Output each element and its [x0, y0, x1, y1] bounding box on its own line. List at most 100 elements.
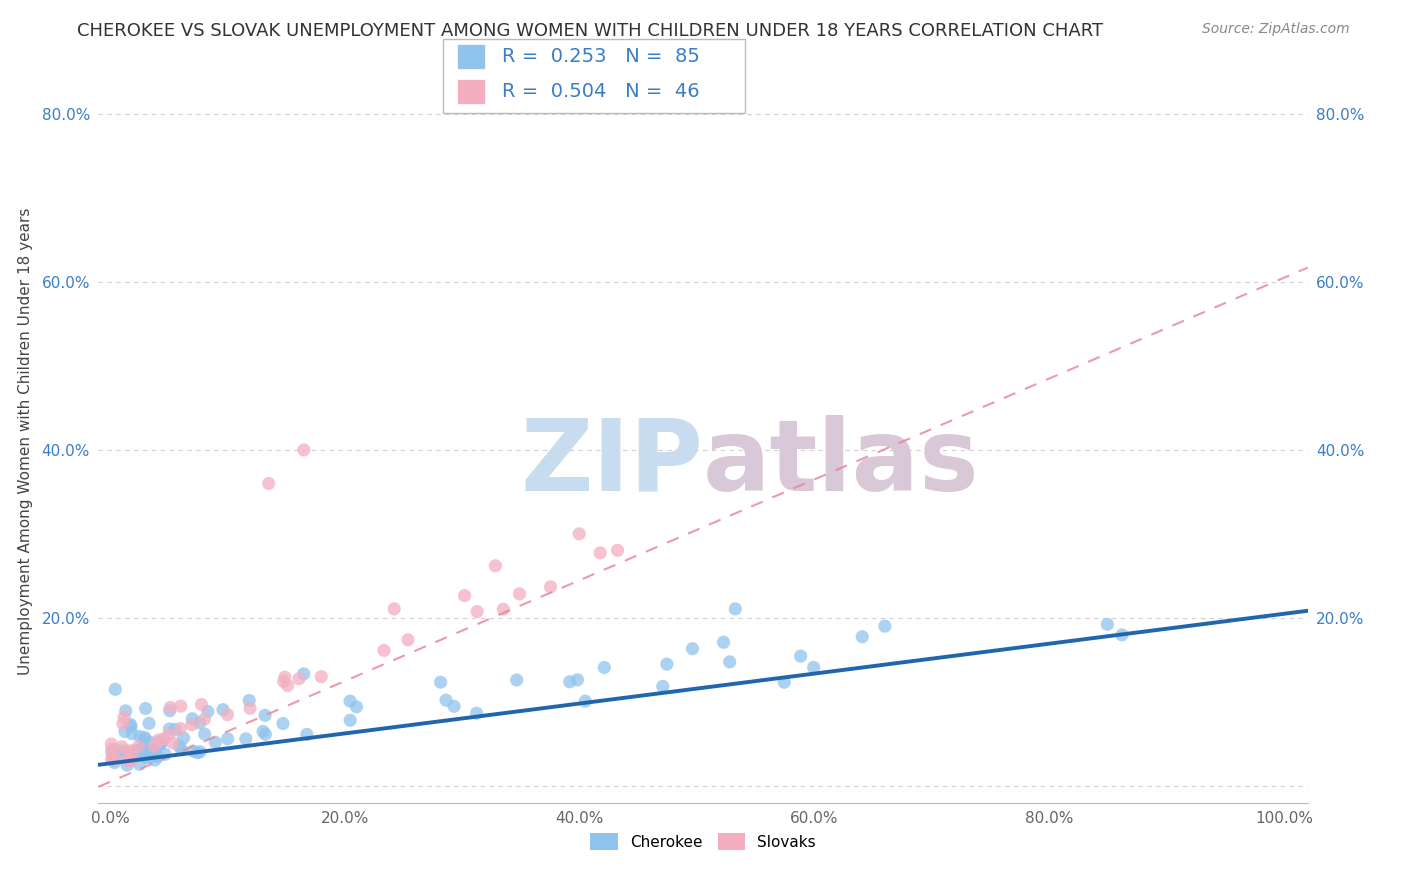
Point	[150, 736, 173, 750]
Point	[101, 742, 124, 756]
Point	[114, 704, 136, 718]
Point	[128, 757, 150, 772]
Text: atlas: atlas	[703, 415, 980, 512]
Point	[453, 589, 475, 603]
Point	[311, 670, 333, 684]
Point	[589, 546, 612, 560]
Point	[465, 706, 488, 721]
Point	[124, 743, 146, 757]
Point	[492, 602, 515, 616]
Point	[141, 746, 163, 760]
Point	[253, 708, 276, 723]
Point	[111, 739, 134, 754]
Point	[112, 710, 135, 724]
Point	[568, 526, 591, 541]
Point	[789, 649, 811, 664]
Point	[111, 716, 134, 731]
Point	[111, 744, 134, 758]
Point	[104, 743, 127, 757]
Point	[139, 743, 162, 757]
Point	[100, 752, 122, 766]
Point	[170, 699, 193, 714]
Point	[252, 724, 274, 739]
Point	[148, 733, 170, 747]
Point	[143, 739, 166, 754]
Point	[540, 580, 562, 594]
Point	[108, 750, 131, 764]
Point	[277, 679, 299, 693]
Point	[173, 731, 195, 745]
Point	[129, 744, 152, 758]
Point	[165, 723, 187, 737]
Point	[103, 747, 125, 762]
Point	[204, 735, 226, 749]
Point	[235, 731, 257, 746]
Point	[257, 476, 280, 491]
Point	[134, 731, 156, 745]
Point	[135, 750, 157, 764]
Point	[593, 660, 616, 674]
Point	[157, 728, 180, 742]
Point	[143, 753, 166, 767]
Point	[115, 753, 138, 767]
Point	[114, 724, 136, 739]
Point	[651, 679, 673, 693]
Point	[100, 737, 122, 751]
Point	[129, 742, 152, 756]
Point	[193, 712, 215, 726]
Point	[655, 657, 678, 672]
Point	[434, 693, 457, 707]
Point	[773, 675, 796, 690]
Point	[170, 743, 193, 757]
Point	[718, 655, 741, 669]
Point	[724, 602, 747, 616]
Point	[274, 670, 297, 684]
Point	[121, 746, 143, 760]
Point	[104, 682, 127, 697]
Point	[101, 753, 124, 767]
Point	[120, 752, 142, 766]
Point	[239, 701, 262, 715]
Point	[288, 672, 311, 686]
Point	[188, 745, 211, 759]
Y-axis label: Unemployment Among Women with Children Under 18 years: Unemployment Among Women with Children U…	[18, 208, 34, 675]
Point	[197, 705, 219, 719]
Point	[162, 736, 184, 750]
Point	[851, 630, 873, 644]
Point	[558, 674, 581, 689]
Point	[146, 735, 169, 749]
Point	[142, 748, 165, 763]
Point	[129, 730, 152, 744]
Point	[465, 605, 488, 619]
Point	[271, 716, 294, 731]
Point	[138, 735, 160, 749]
Point	[238, 693, 260, 707]
Point	[443, 699, 465, 714]
Legend: Cherokee, Slovaks: Cherokee, Slovaks	[583, 827, 823, 856]
Point	[273, 674, 295, 689]
Point	[120, 717, 142, 731]
Point	[339, 694, 361, 708]
Point	[396, 632, 419, 647]
Point	[373, 643, 395, 657]
Point	[139, 750, 162, 764]
Point	[181, 712, 204, 726]
Point	[169, 722, 191, 736]
Point	[115, 758, 138, 772]
Point	[292, 666, 315, 681]
Point	[169, 739, 191, 753]
Point	[508, 587, 530, 601]
Point	[803, 660, 825, 674]
Point	[681, 641, 703, 656]
Point	[127, 744, 149, 758]
Point	[153, 747, 176, 762]
Point	[873, 619, 896, 633]
Point	[117, 744, 139, 758]
Point	[484, 558, 506, 573]
Point	[1097, 617, 1119, 632]
Point	[212, 703, 235, 717]
Text: Source: ZipAtlas.com: Source: ZipAtlas.com	[1202, 22, 1350, 37]
Text: R =  0.504   N =  46: R = 0.504 N = 46	[502, 82, 700, 102]
Point	[505, 673, 527, 687]
Point	[181, 744, 204, 758]
